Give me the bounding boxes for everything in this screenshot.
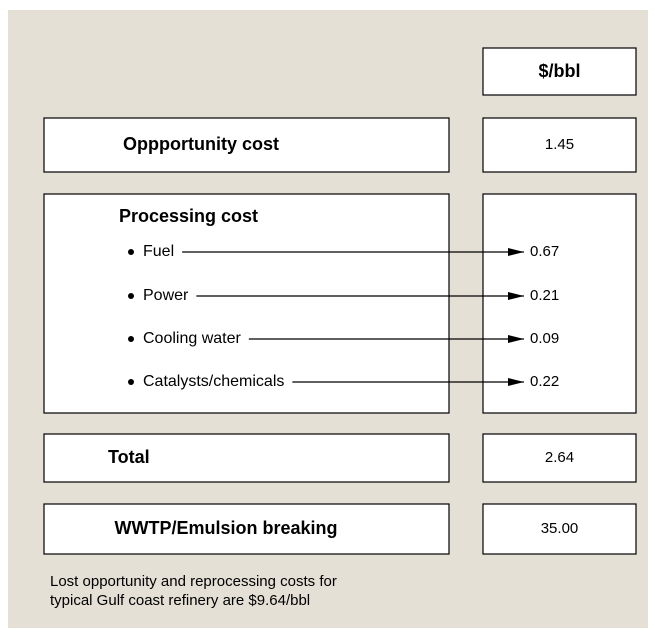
- header-box: [482, 47, 637, 96]
- total-value: 2.64: [545, 449, 574, 466]
- processing-items: Fuel 0.67 Power 0.21 Cooling water 0.09 Cataly…: [128, 243, 559, 390]
- item-label: Cooling water: [143, 330, 242, 347]
- processing-value-box: [482, 193, 637, 414]
- wwtp-value: 35.00: [541, 520, 579, 537]
- bullet: [128, 249, 134, 255]
- bullet: [128, 293, 134, 299]
- item-value: 0.09: [530, 330, 559, 347]
- footnote: Lost opportunity and reprocessing costs …: [50, 573, 337, 590]
- wwtp-value-box: [482, 503, 637, 555]
- total-value-box: [482, 433, 637, 483]
- total-label: Total: [108, 447, 150, 467]
- opportunity-box: [43, 117, 450, 173]
- item-label: Fuel: [143, 243, 174, 260]
- processing-label: Processing cost: [119, 206, 258, 226]
- footnote: typical Gulf coast refinery are $9.64/bb…: [50, 592, 310, 609]
- item-label: Catalysts/chemicals: [143, 373, 284, 390]
- processing-box: [43, 193, 450, 414]
- header-unit: $/bbl: [538, 61, 580, 81]
- wwtp-label: WWTP/Emulsion breaking: [114, 518, 337, 538]
- item-value: 0.67: [530, 243, 559, 260]
- item-label: Power: [143, 287, 189, 304]
- item-value: 0.21: [530, 287, 559, 304]
- total-box: [43, 433, 450, 483]
- item-value: 0.22: [530, 373, 559, 390]
- bullet: [128, 336, 134, 342]
- wwtp-box: [43, 503, 450, 555]
- opportunity-label: Oppportunity cost: [123, 134, 279, 154]
- opportunity-value: 1.45: [545, 136, 574, 153]
- bullet: [128, 379, 134, 385]
- opportunity-value-box: [482, 117, 637, 173]
